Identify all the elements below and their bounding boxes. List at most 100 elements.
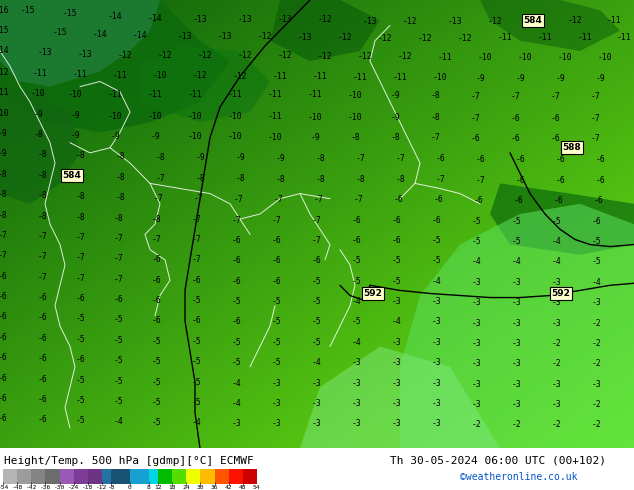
Text: -8: -8: [430, 113, 440, 122]
Text: -7: -7: [0, 231, 7, 240]
Text: -8: -8: [235, 174, 245, 183]
Text: -5: -5: [511, 217, 521, 225]
Text: -12: -12: [403, 17, 417, 26]
Text: -7: -7: [113, 254, 123, 263]
Text: -3: -3: [511, 339, 521, 348]
Bar: [3, 469, 17, 484]
Text: -3: -3: [511, 318, 521, 327]
Text: -3: -3: [431, 399, 441, 408]
Text: -4: -4: [431, 277, 441, 286]
Text: -7: -7: [113, 234, 123, 243]
Text: -13: -13: [37, 49, 53, 57]
Text: -11: -11: [273, 72, 287, 81]
Text: -9: -9: [555, 74, 565, 83]
Text: -12: -12: [96, 485, 107, 490]
Text: -7: -7: [313, 195, 323, 204]
Text: -6: -6: [0, 292, 7, 301]
Text: -6: -6: [510, 134, 520, 143]
Text: -10: -10: [68, 90, 82, 99]
Text: -5: -5: [151, 398, 161, 407]
Text: -6: -6: [550, 134, 560, 143]
Text: -5: -5: [271, 338, 281, 347]
Text: -12: -12: [458, 34, 472, 43]
Text: -7: -7: [590, 114, 600, 122]
Text: -8: -8: [395, 175, 405, 184]
Text: -3: -3: [511, 278, 521, 287]
Text: -13: -13: [298, 33, 313, 42]
Text: -6: -6: [0, 333, 7, 342]
Text: 584: 584: [63, 171, 81, 180]
Text: -6: -6: [271, 236, 281, 245]
Text: -8: -8: [115, 173, 125, 182]
Text: -8: -8: [37, 212, 47, 220]
Text: -13: -13: [178, 32, 192, 41]
Text: -6: -6: [393, 195, 403, 204]
Text: -8: -8: [37, 191, 47, 200]
Text: -6: -6: [595, 155, 605, 165]
Text: -3: -3: [431, 379, 441, 388]
Text: -9: -9: [390, 91, 400, 100]
Text: -11: -11: [313, 72, 327, 81]
Text: -7: -7: [153, 194, 163, 203]
Text: -8: -8: [390, 133, 400, 142]
Text: -3: -3: [471, 318, 481, 327]
Text: -8: -8: [115, 152, 125, 161]
Text: -3: -3: [511, 400, 521, 409]
Text: -2: -2: [511, 420, 521, 429]
Text: -7: -7: [75, 274, 85, 283]
Text: -7: -7: [37, 232, 47, 241]
Text: -7: -7: [355, 154, 365, 164]
Text: -5: -5: [191, 357, 201, 366]
Text: 592: 592: [552, 289, 571, 298]
Text: -12: -12: [378, 34, 392, 43]
Text: -8: -8: [75, 151, 85, 160]
Text: -6: -6: [0, 373, 7, 383]
Text: -3: -3: [431, 297, 441, 306]
Text: 30: 30: [197, 485, 204, 490]
Text: -6: -6: [151, 317, 161, 325]
Text: -3: -3: [471, 278, 481, 287]
Text: -7: -7: [113, 275, 123, 284]
Text: -9: -9: [275, 154, 285, 164]
Text: ©weatheronline.co.uk: ©weatheronline.co.uk: [460, 472, 578, 482]
Text: -11: -11: [392, 73, 407, 82]
Text: -7: -7: [231, 216, 241, 224]
Text: -9: -9: [0, 129, 7, 138]
Text: -5: -5: [431, 236, 441, 245]
Bar: [74, 469, 87, 484]
Text: -7: -7: [191, 215, 201, 223]
Bar: [87, 469, 102, 484]
Text: -7: -7: [0, 251, 7, 260]
Text: -6: -6: [37, 354, 47, 363]
Text: -10: -10: [148, 112, 162, 121]
Text: -5: -5: [191, 398, 201, 407]
Text: -10: -10: [558, 52, 573, 62]
Text: -7: -7: [75, 253, 85, 262]
Text: -3: -3: [471, 359, 481, 368]
Text: -5: -5: [351, 277, 361, 286]
Bar: [111, 469, 130, 484]
Text: -6: -6: [231, 236, 241, 245]
Text: -5: -5: [391, 256, 401, 266]
Text: -8: -8: [75, 213, 85, 221]
Text: -7: -7: [510, 92, 520, 101]
Text: -4: -4: [231, 379, 241, 388]
Text: -5: -5: [113, 377, 123, 386]
Text: 8: 8: [147, 485, 151, 490]
Polygon shape: [400, 204, 634, 448]
Text: -48: -48: [11, 485, 23, 490]
Text: -5: -5: [191, 337, 201, 346]
Text: -30: -30: [54, 485, 65, 490]
Text: -7: -7: [155, 174, 165, 183]
Text: -6: -6: [435, 154, 445, 164]
Text: -7: -7: [353, 195, 363, 204]
Text: -7: -7: [151, 235, 161, 244]
Text: -5: -5: [511, 237, 521, 246]
Text: -9: -9: [235, 153, 245, 163]
Text: -54: -54: [0, 485, 9, 490]
Text: -13: -13: [363, 17, 377, 26]
Text: -6: -6: [595, 176, 605, 185]
Text: -6: -6: [75, 294, 85, 303]
Text: -5: -5: [113, 316, 123, 324]
Text: -4: -4: [471, 257, 481, 267]
